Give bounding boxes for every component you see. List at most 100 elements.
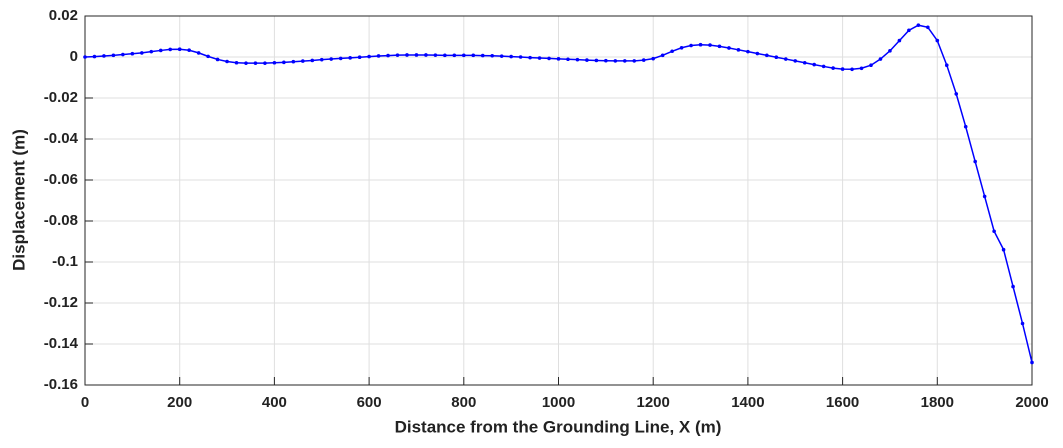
data-point <box>622 59 627 63</box>
data-point <box>102 54 106 58</box>
data-point <box>291 59 296 64</box>
data-point <box>395 53 400 57</box>
data-point <box>594 58 599 63</box>
data-point <box>319 57 324 62</box>
data-point <box>338 56 343 61</box>
data-point <box>926 25 930 30</box>
data-point <box>869 63 873 67</box>
x-tick-label: 1200 <box>637 394 670 411</box>
data-point <box>177 47 182 52</box>
data-point <box>386 53 390 58</box>
data-point <box>651 56 655 61</box>
data-point <box>206 54 210 59</box>
data-point <box>821 64 826 69</box>
y-tick-label: 0 <box>70 48 78 65</box>
data-point <box>973 159 977 164</box>
data-point <box>698 42 703 47</box>
data-point <box>831 66 835 70</box>
data-point <box>225 59 229 64</box>
data-point <box>518 55 523 59</box>
data-point <box>187 48 191 53</box>
y-tick-label: 0.02 <box>49 7 78 24</box>
data-point <box>746 49 750 54</box>
data-point <box>310 58 315 63</box>
data-point <box>282 60 286 65</box>
data-point <box>670 49 674 54</box>
y-tick-label: -0.02 <box>44 89 78 106</box>
data-point <box>992 229 996 234</box>
data-point <box>433 53 438 57</box>
y-tick-label: -0.16 <box>44 376 78 393</box>
data-point <box>528 55 532 60</box>
data-point <box>907 28 911 33</box>
data-point <box>556 57 561 61</box>
data-point <box>130 51 135 56</box>
data-point <box>708 43 712 47</box>
data-point <box>348 56 352 60</box>
data-point <box>357 55 362 60</box>
y-axis-label: Displacement (m) <box>9 129 28 271</box>
data-point <box>689 43 693 48</box>
data-point <box>793 59 798 63</box>
data-point <box>1030 360 1034 365</box>
data-point <box>765 53 769 58</box>
data-point <box>499 54 504 58</box>
data-point <box>859 66 864 71</box>
y-tick-label: -0.08 <box>44 212 78 229</box>
data-point <box>509 54 513 59</box>
data-point <box>215 57 220 62</box>
data-point <box>897 38 902 43</box>
data-point <box>367 54 371 59</box>
data-point <box>585 58 589 62</box>
data-point <box>850 67 854 72</box>
data-point <box>840 67 845 71</box>
data-point <box>774 55 779 60</box>
plot-frame <box>84 15 1033 386</box>
data-point <box>727 46 731 50</box>
data-point <box>963 124 968 129</box>
data-point <box>329 57 334 61</box>
data-point <box>888 49 892 53</box>
x-tick-label: 1600 <box>826 394 859 411</box>
data-point <box>244 61 248 65</box>
x-tick-label: 1000 <box>542 394 575 411</box>
data-point <box>405 53 409 57</box>
data-point <box>641 58 646 62</box>
data-point <box>1020 321 1025 326</box>
data-point <box>471 53 476 58</box>
data-point <box>376 54 381 58</box>
y-tick-label: -0.04 <box>44 130 79 147</box>
x-tick-label: 0 <box>81 394 89 411</box>
data-point <box>111 53 116 58</box>
y-tick-label: -0.06 <box>44 171 78 188</box>
data-point <box>632 59 637 63</box>
data-point <box>755 51 760 56</box>
data-point <box>547 56 551 61</box>
data-point <box>272 60 277 65</box>
data-point <box>802 60 807 65</box>
data-point <box>462 53 466 58</box>
data-point <box>452 53 457 58</box>
data-point <box>575 57 580 62</box>
data-point <box>566 57 570 62</box>
data-point <box>121 52 125 57</box>
data-point <box>736 48 741 52</box>
data-point <box>140 51 144 55</box>
x-tick-label: 400 <box>262 394 287 411</box>
x-tick-label: 1800 <box>921 394 954 411</box>
y-tick-label: -0.1 <box>52 253 78 270</box>
data-point <box>679 45 684 50</box>
data-point <box>613 59 618 63</box>
data-point <box>1001 247 1006 252</box>
data-point <box>83 55 87 59</box>
data-point <box>916 23 921 28</box>
data-point <box>935 38 940 43</box>
data-point <box>92 54 97 59</box>
x-tick-label: 800 <box>451 394 476 411</box>
x-tick-label: 200 <box>167 394 192 411</box>
data-point <box>234 60 239 65</box>
data-point <box>414 53 419 57</box>
data-point <box>783 57 788 61</box>
data-point <box>301 59 305 63</box>
